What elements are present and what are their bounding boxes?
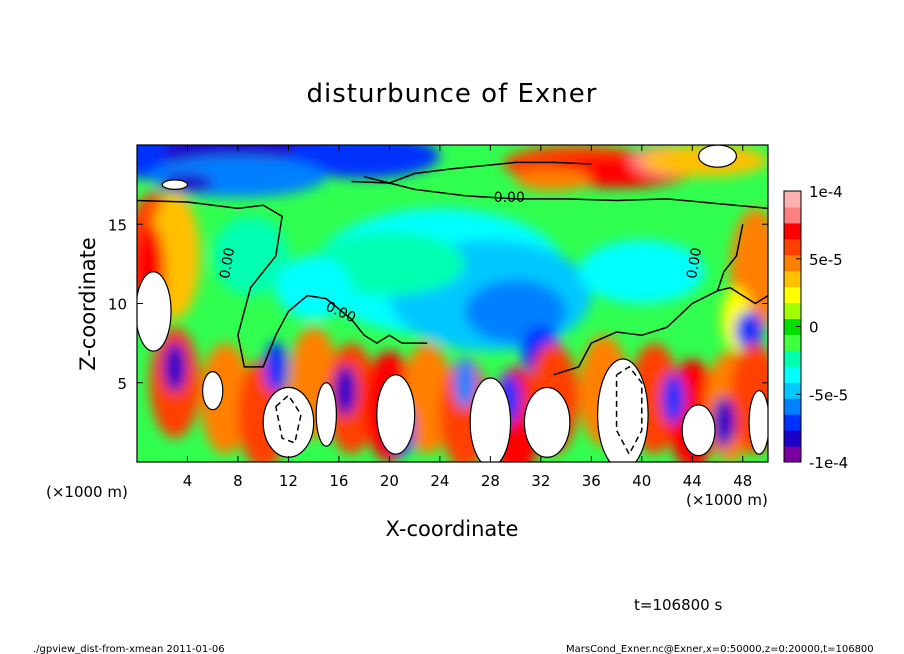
heatmap-field	[137, 145, 768, 462]
contour-label: 0.00	[684, 246, 705, 279]
zero-contour	[615, 365, 643, 456]
above-max-region	[202, 371, 224, 411]
colorbar-segment	[784, 350, 801, 367]
above-max-region	[597, 358, 649, 462]
colorbar-segment	[784, 446, 801, 463]
colorbar-segment	[784, 286, 801, 304]
colorbar-tick-label: 0	[809, 319, 819, 337]
colorbar-segment	[784, 191, 801, 208]
zero-contour	[351, 161, 592, 184]
colorbar-segment	[784, 238, 801, 256]
y-axis-label: Z-coordinate	[76, 237, 100, 371]
colorbar-tick-label: -1e-4	[809, 454, 848, 472]
chart-title: disturbunce of Exner	[307, 79, 598, 109]
x-axis-unit-right: (×1000 m)	[686, 491, 768, 509]
x-axis-unit-left: (×1000 m)	[46, 483, 128, 501]
field-region	[313, 232, 466, 296]
x-tick-label: 36	[582, 472, 601, 490]
zero-contour	[363, 175, 768, 210]
contour-lines	[137, 161, 768, 456]
field-region	[578, 240, 705, 304]
contour-label: 0.00	[217, 246, 238, 279]
colorbar-segment	[784, 382, 801, 399]
above-max-region	[376, 374, 416, 455]
y-axis-ticks: 5 10 15	[108, 216, 768, 393]
above-max-region	[523, 386, 571, 458]
field-region	[264, 341, 288, 393]
colorbar-segment	[784, 430, 801, 447]
x-tick-label: 24	[430, 472, 449, 490]
above-max-region	[469, 377, 512, 462]
colorbar-segment	[784, 254, 801, 272]
above-max-region	[161, 179, 189, 190]
above-max-region	[697, 145, 738, 168]
zero-contour	[716, 224, 744, 292]
colorbar-segment	[784, 414, 801, 431]
colorbar-segment	[784, 206, 801, 224]
y-tick-label: 10	[108, 296, 127, 314]
field-region	[333, 365, 357, 417]
above-max-region	[137, 271, 172, 352]
y-tick-label: 5	[117, 375, 127, 393]
field-region	[163, 341, 187, 393]
x-tick-label: 12	[279, 472, 298, 490]
colorbar-tick-label: -5e-5	[809, 386, 848, 404]
x-tick-label: 28	[481, 472, 500, 490]
field-region	[735, 311, 763, 350]
field-region	[212, 216, 289, 296]
zero-contour	[275, 394, 302, 444]
field-region	[200, 343, 251, 455]
x-axis-label: X-coordinate	[386, 517, 519, 541]
contour-label: 0.00	[494, 190, 525, 206]
above-max-region	[748, 390, 768, 455]
script-label: ./gpview_dist-from-xmean 2011-01-06	[33, 644, 225, 654]
colorbar-ticks: 1e-4 5e-5 0 -5e-5 -1e-4	[796, 183, 848, 472]
time-label: t=106800 s	[634, 596, 722, 614]
colorbar-segment	[784, 398, 801, 415]
x-tick-label: 40	[632, 472, 651, 490]
field-region	[288, 145, 440, 179]
colorbar-segment	[784, 318, 801, 335]
x-tick-label: 48	[733, 472, 752, 490]
x-axis-ticks: 4 8 12 16 20 24 28 32 36 40 44 48	[183, 145, 752, 490]
colorbar-segment	[784, 222, 801, 240]
field-region	[402, 343, 453, 455]
x-tick-label: 32	[531, 472, 550, 490]
field-region	[453, 357, 477, 409]
above-max-region	[262, 386, 315, 458]
above-max-region	[681, 404, 716, 457]
colorbar-segment	[784, 334, 801, 351]
colorbar-tick-label: 5e-5	[809, 251, 843, 269]
field-region	[515, 168, 592, 191]
above-max-region	[315, 382, 337, 447]
x-tick-label: 8	[233, 472, 243, 490]
x-tick-label: 16	[329, 472, 348, 490]
zero-contour	[553, 286, 768, 376]
colorbar-segment	[784, 366, 801, 383]
field-region	[661, 373, 685, 424]
x-tick-label: 44	[683, 472, 702, 490]
colorbar-segment	[784, 270, 801, 288]
field-region	[712, 397, 736, 448]
y-tick-label: 15	[108, 216, 127, 234]
zero-contour	[137, 199, 428, 368]
x-tick-label: 20	[380, 472, 399, 490]
x-tick-label: 4	[183, 472, 193, 490]
colorbar-segment	[784, 302, 801, 320]
colorbar-tick-label: 1e-4	[809, 183, 843, 201]
source-label: MarsCond_Exner.nc@Exner,x=0:50000,z=0:20…	[566, 644, 874, 654]
